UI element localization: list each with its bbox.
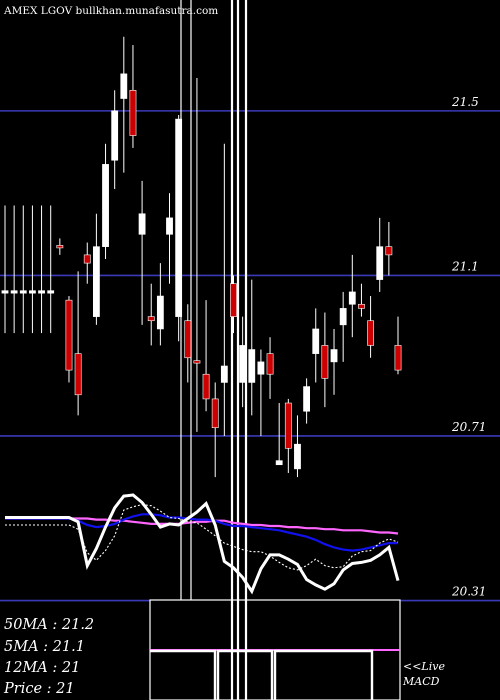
axis-label-3: 20.31 [451,585,486,599]
axis-label-2: 20.71 [451,420,486,434]
candle-body-7 [65,299,73,371]
candle-body-8 [74,353,82,396]
candle-body-12 [111,110,119,161]
candle-body-13 [120,73,128,99]
candle-body-11 [102,164,109,247]
candle-body-24 [220,365,228,383]
candle-body-14 [129,89,137,136]
candle-body-39 [358,303,365,309]
candle-body-32 [294,443,301,470]
candle-body-36 [330,349,338,363]
candle-body-4 [38,290,45,294]
axis-label-0: 21.5 [451,95,479,109]
macd-note-0: <<Live [403,660,445,673]
candle-body-10 [92,246,100,317]
candle-body-41 [376,246,384,280]
candle-body-19 [175,118,183,317]
candle-body-22 [202,373,210,400]
candle-body-29 [266,353,274,375]
candle-body-18 [166,217,173,235]
candle-body-9 [83,254,91,264]
candle-body-31 [284,402,292,449]
legend-item-3: Price : 21 [3,681,75,697]
candle-body-25 [230,283,237,317]
candle-body-21 [193,360,201,364]
candle-body-6 [56,245,64,249]
candle-body-1 [10,290,18,294]
candle-body-33 [303,386,311,412]
candle-body-43 [394,345,402,371]
candle-body-34 [312,328,320,354]
legend-item-1: 5MA : 21.1 [4,639,85,655]
candle-body-40 [367,320,374,346]
candle-body-15 [138,213,146,235]
legend-item-0: 50MA : 21.2 [4,617,94,633]
candle-body-35 [321,345,329,379]
macd-note-1: MACD [402,675,440,688]
candle-body-38 [348,291,356,305]
candle-body-30 [275,460,283,466]
candle-body-0 [1,290,9,294]
legend-item-2: 12MA : 21 [4,660,80,676]
candle-body-42 [385,246,393,256]
candle-body-28 [257,361,265,375]
candle-body-3 [29,290,36,294]
candle-body-2 [19,290,27,294]
axis-label-1: 21.1 [451,259,479,273]
candle-body-16 [147,316,155,322]
chart-title: AMEX LGOV bullkhan.munafasutra.com [3,5,218,17]
candle-body-23 [211,398,219,429]
candle-body-5 [47,290,55,294]
candle-body-37 [339,308,347,326]
candle-body-17 [156,295,164,330]
candle-body-20 [184,320,192,359]
indicator-line-3 [5,493,400,595]
indicator-line-2 [5,504,399,571]
candle-body-26 [239,345,247,383]
candle-body-27 [248,349,256,383]
